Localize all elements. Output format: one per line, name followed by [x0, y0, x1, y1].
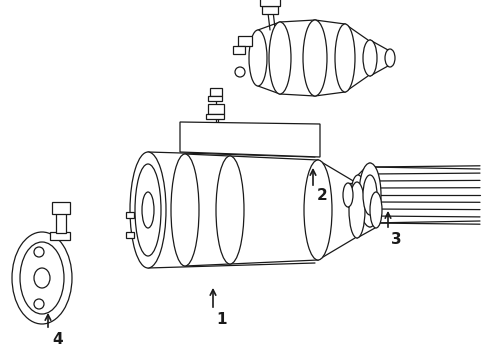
Ellipse shape	[235, 67, 245, 77]
Ellipse shape	[171, 154, 199, 266]
Text: 4: 4	[53, 333, 63, 347]
Bar	[208, 104, 224, 114]
Ellipse shape	[269, 22, 291, 94]
Text: 2: 2	[317, 188, 327, 202]
Bar	[206, 114, 224, 119]
Bar	[56, 213, 66, 233]
Polygon shape	[126, 232, 134, 238]
Ellipse shape	[34, 268, 50, 288]
Bar	[262, 6, 278, 14]
Polygon shape	[126, 212, 134, 218]
Ellipse shape	[363, 175, 377, 215]
Ellipse shape	[370, 192, 382, 228]
Polygon shape	[50, 232, 70, 240]
Bar	[260, 0, 280, 6]
Ellipse shape	[130, 152, 166, 268]
Bar	[233, 46, 245, 54]
Ellipse shape	[359, 163, 381, 227]
Ellipse shape	[34, 299, 44, 309]
Ellipse shape	[363, 40, 377, 76]
Bar	[238, 36, 252, 46]
Ellipse shape	[34, 247, 44, 257]
Ellipse shape	[142, 192, 154, 228]
Bar	[210, 88, 222, 96]
Ellipse shape	[335, 24, 355, 92]
Text: 1: 1	[217, 312, 227, 328]
Polygon shape	[180, 122, 320, 157]
Bar	[208, 96, 222, 101]
Ellipse shape	[349, 182, 365, 238]
Ellipse shape	[304, 160, 332, 260]
Ellipse shape	[385, 49, 395, 67]
Ellipse shape	[12, 232, 72, 324]
Ellipse shape	[351, 175, 365, 215]
Text: 3: 3	[391, 233, 401, 248]
Ellipse shape	[303, 20, 327, 96]
Ellipse shape	[135, 164, 161, 256]
Ellipse shape	[343, 183, 353, 207]
Ellipse shape	[216, 156, 244, 264]
Ellipse shape	[20, 242, 64, 314]
Ellipse shape	[249, 30, 267, 86]
Bar	[52, 202, 70, 214]
